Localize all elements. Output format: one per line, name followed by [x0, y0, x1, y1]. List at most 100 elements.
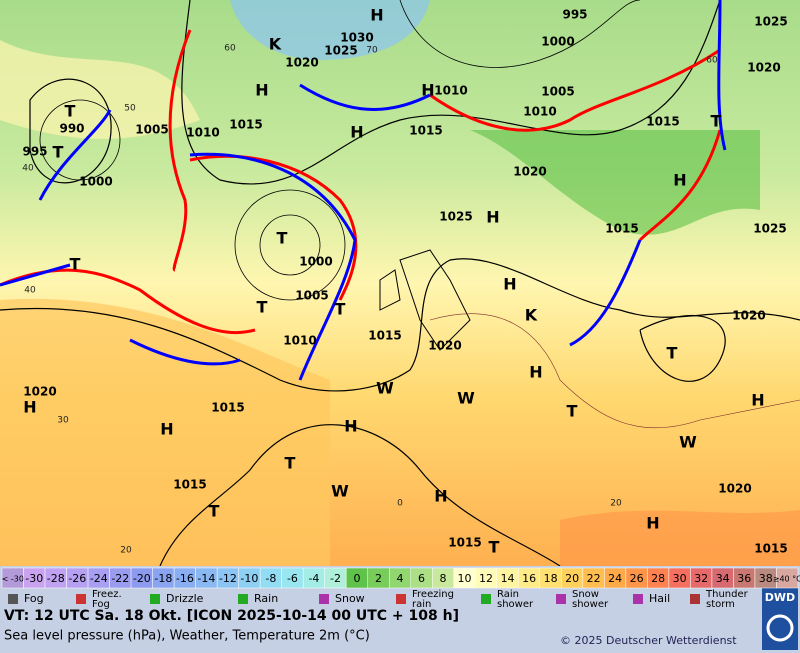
map-label: T: [285, 454, 296, 473]
legend-label: Snow: [572, 589, 599, 600]
map-label: 1015: [409, 124, 442, 138]
colorbar-label: ≥40 °C: [773, 575, 800, 584]
colorbar-label: 32: [694, 572, 708, 585]
valid-time: VT: 12 UTC Sa. 18 Okt. [ICON 2025-10-14 …: [4, 608, 459, 624]
map-label: 1020: [732, 309, 765, 323]
legend-symbol: [319, 594, 329, 604]
legend-label: Freezing: [412, 589, 454, 600]
cold-front: [189, 152, 357, 381]
cold-front: [569, 239, 642, 347]
cool-area: [470, 130, 760, 235]
colorbar-label: 0: [353, 572, 360, 585]
legend-symbol: [238, 594, 248, 604]
isobars: [0, 0, 800, 567]
map-label: 1015: [646, 115, 679, 129]
map-label: 1020: [513, 165, 546, 179]
map-label: 1015: [173, 478, 206, 492]
map-label: W: [376, 379, 394, 398]
colorbar-label: 12: [479, 572, 493, 585]
legend-label: Rain: [497, 589, 519, 600]
legend-label: Snow: [335, 592, 365, 605]
colorbar-label: 8: [440, 572, 447, 585]
map-label: H: [160, 420, 173, 439]
map-label: T: [209, 502, 220, 521]
colorbar-cell: [776, 567, 799, 589]
map-label: 1020: [718, 482, 751, 496]
map-label: T: [70, 255, 81, 274]
map-label: 1005: [135, 123, 168, 137]
map-label: H: [421, 81, 434, 100]
colorbar-label: 4: [397, 572, 404, 585]
colorbar-label: 2: [375, 572, 382, 585]
map-label: H: [255, 81, 268, 100]
colorbar-label: 18: [544, 572, 558, 585]
colorbar-label: 20: [565, 572, 579, 585]
colorbar-label: 10: [458, 572, 472, 585]
legend-symbol: [396, 594, 406, 604]
legend-label: storm: [706, 599, 735, 610]
legend-label: shower: [572, 599, 609, 610]
map-label: W: [331, 482, 349, 501]
map-label: H: [673, 171, 686, 190]
warm-area: [0, 298, 330, 566]
map-label: 995: [22, 145, 47, 159]
map-label: H: [486, 208, 499, 227]
logo-text: DWD: [765, 591, 795, 604]
map-label: 30: [57, 416, 69, 426]
cold-front: [38, 109, 112, 201]
legend-symbol: [556, 594, 566, 604]
legend-symbol: [8, 594, 18, 604]
map-label: 1015: [368, 329, 401, 343]
map-label: H: [751, 391, 764, 410]
colorbar-label: -24: [90, 572, 108, 585]
legend-label: Freez.: [92, 589, 122, 600]
legend-symbol: [150, 594, 160, 604]
colorbar-label: 22: [587, 572, 601, 585]
map-label: H: [370, 6, 383, 25]
map-label: H: [503, 275, 516, 294]
warm-front: [429, 48, 721, 132]
colorbar-label: 30: [673, 572, 687, 585]
legend-symbol: [633, 594, 643, 604]
legend-label: shower: [497, 599, 534, 610]
cold-front: [717, 0, 727, 151]
map-label: 995: [562, 8, 587, 22]
colorbar-label: 28: [651, 572, 665, 585]
borders: [429, 313, 800, 429]
map-label: 0: [397, 499, 403, 509]
map-label: 1025: [753, 222, 786, 236]
colorbar-label: -6: [287, 572, 298, 585]
map-label: 1010: [283, 334, 316, 348]
hot-area: [560, 510, 800, 566]
map-label: 1015: [211, 401, 244, 415]
description: Sea level pressure (hPa), Weather, Tempe…: [4, 629, 370, 644]
map-label: 1000: [541, 35, 574, 49]
legend-label: Rain: [254, 592, 278, 605]
colorbar-label: -12: [219, 572, 237, 585]
map-label: K: [269, 35, 282, 54]
colorbar-label: -20: [133, 572, 151, 585]
cold-front: [129, 338, 241, 366]
legend-symbol: [76, 594, 86, 604]
colorbar-label: -30: [25, 572, 43, 585]
legend-symbol: [690, 594, 700, 604]
map-label: 50: [124, 104, 136, 114]
map-label: 1010: [186, 126, 219, 140]
map-label: 60: [706, 56, 718, 66]
logo-icon: [766, 614, 794, 642]
colorbar-label: 14: [501, 572, 515, 585]
map-label: T: [257, 298, 268, 317]
map-label: T: [277, 229, 288, 248]
colorbar-label: -16: [176, 572, 194, 585]
map-label: H: [344, 417, 357, 436]
map-label: 1025: [324, 44, 357, 58]
map-label: 1020: [428, 339, 461, 353]
map-label: 1005: [295, 289, 328, 303]
map-label: 1010: [523, 105, 556, 119]
colorbar-label: 34: [716, 572, 730, 585]
map-label: 1025: [754, 15, 787, 29]
map-label: 1015: [754, 542, 787, 556]
cold-front: [299, 83, 431, 111]
map-label: 60: [224, 44, 236, 54]
